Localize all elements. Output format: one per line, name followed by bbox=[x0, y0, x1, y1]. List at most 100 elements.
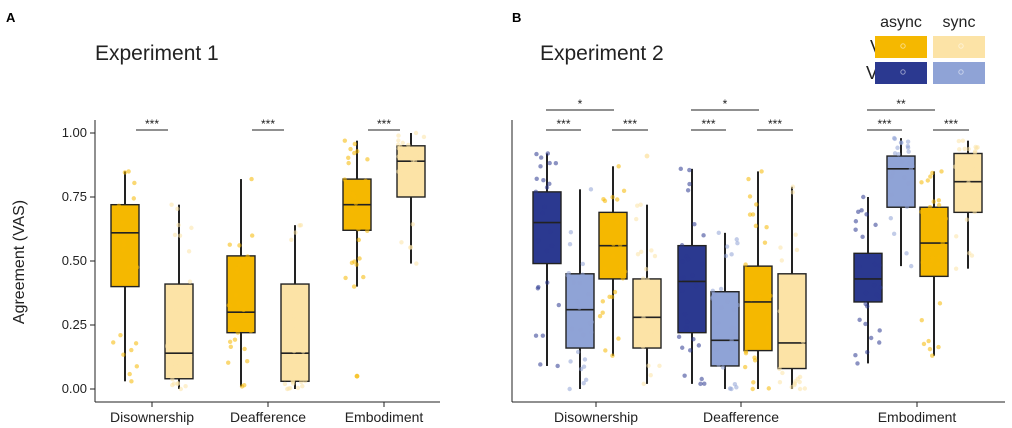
vt-async-disownership-point bbox=[621, 188, 627, 193]
vt-async-deafference-point bbox=[746, 329, 752, 335]
vm-sync-deafference-point bbox=[732, 382, 738, 387]
vt-sync-disownership-point bbox=[173, 307, 179, 312]
vm-async-disownership-point bbox=[535, 238, 541, 244]
vt-async-disownership-point bbox=[121, 242, 126, 248]
vt-sync-disownership-point bbox=[639, 249, 644, 255]
vt-async-deafference-point bbox=[747, 212, 753, 217]
vm-sync-deafference-point bbox=[733, 332, 738, 337]
vt-async-embodiment-point bbox=[350, 209, 355, 214]
vt-async-disownership-point bbox=[113, 238, 118, 243]
vm-async-disownership-point bbox=[545, 280, 550, 285]
vt-async-embodiment-point bbox=[925, 178, 931, 183]
vt-async-disownership-point bbox=[127, 371, 132, 377]
vm-async-deafference-point bbox=[687, 348, 693, 353]
vt-async-embodiment-point bbox=[919, 209, 924, 215]
vt-async-deafference-point bbox=[766, 386, 772, 391]
vm-sync-deafference-point bbox=[729, 338, 734, 343]
vm-sync-disownership-point bbox=[577, 280, 582, 286]
vt-async-embodiment-point bbox=[351, 284, 357, 289]
vt-async-deafference-point bbox=[238, 257, 243, 262]
vm-sync-deafference-point bbox=[710, 288, 716, 294]
vm-async-disownership-point bbox=[541, 178, 546, 183]
vt-sync-disownership-point bbox=[657, 363, 662, 369]
vt-sync-embodiment-point bbox=[973, 206, 978, 211]
vt-async-embodiment-point bbox=[936, 261, 941, 267]
vm-sync-disownership-point bbox=[567, 386, 572, 392]
vt-sync-deafference-point bbox=[290, 379, 296, 384]
vm-async-embodiment-point bbox=[863, 290, 869, 296]
vm-sync-embodiment-point bbox=[906, 181, 911, 186]
vt-async-deafference-point bbox=[749, 296, 754, 302]
significance-label: *** bbox=[556, 117, 570, 131]
vt-sync-deafference-point bbox=[297, 347, 303, 352]
vt-async-deafference-point bbox=[245, 254, 250, 259]
legend-swatch-dot bbox=[900, 69, 906, 75]
vm-sync-disownership-point bbox=[589, 330, 594, 335]
vt-async-deafference-point bbox=[759, 169, 764, 174]
vt-sync-disownership-point bbox=[642, 318, 648, 323]
vt-sync-deafference-point bbox=[291, 313, 297, 319]
vt-sync-disownership-box bbox=[164, 283, 194, 380]
vm-async-deafference-point bbox=[691, 337, 696, 342]
vt-async-embodiment-point bbox=[919, 180, 924, 185]
vm-sync-embodiment-point bbox=[904, 204, 910, 209]
y-tick-label: 0.75 bbox=[62, 189, 87, 204]
vt-sync-embodiment-point bbox=[954, 234, 959, 239]
vm-sync-embodiment-point bbox=[891, 231, 897, 237]
vm-async-deafference-point bbox=[683, 325, 689, 330]
vt-sync-embodiment-point bbox=[399, 240, 404, 245]
vm-async-embodiment-point bbox=[877, 328, 882, 333]
vt-sync-embodiment-point bbox=[957, 206, 962, 211]
vt-sync-deafference-point bbox=[285, 344, 291, 350]
vt-sync-deafference-point bbox=[282, 354, 287, 359]
vt-async-deafference-point bbox=[749, 280, 754, 285]
x-tick-label-disownership: Disownership bbox=[110, 409, 194, 425]
vt-async-embodiment-point bbox=[930, 255, 935, 260]
vt-async-embodiment-point bbox=[347, 190, 353, 195]
vt-sync-deafference-point bbox=[777, 366, 782, 371]
vt-sync-deafference-point bbox=[293, 230, 298, 235]
vt-sync-embodiment-point bbox=[964, 217, 970, 222]
vm-sync-embodiment-point bbox=[902, 200, 908, 206]
significance-label: *** bbox=[261, 117, 275, 131]
vm-sync-deafference-point bbox=[710, 296, 715, 301]
vt-async-embodiment-point bbox=[930, 170, 935, 176]
vm-async-disownership-point bbox=[556, 302, 562, 308]
vt-async-disownership-point bbox=[131, 196, 136, 201]
vm-sync-disownership-point bbox=[583, 377, 589, 383]
y-axis-title: Agreement (VAS) bbox=[11, 200, 28, 324]
vt-sync-deafference-point bbox=[792, 329, 797, 334]
vm-sync-deafference-point bbox=[729, 386, 734, 392]
significance-label: * bbox=[723, 97, 728, 111]
vm-sync-deafference-point bbox=[731, 307, 737, 313]
significance-label: *** bbox=[377, 117, 391, 131]
vt-sync-deafference-point bbox=[288, 370, 293, 375]
vt-sync-disownership-point bbox=[642, 283, 648, 288]
vt-async-deafference-point bbox=[227, 242, 232, 247]
vm-async-deafference-point bbox=[682, 312, 688, 317]
vm-sync-embodiment-point bbox=[899, 159, 905, 164]
y-tick-label: 0.50 bbox=[62, 253, 87, 268]
vm-async-deafference-point bbox=[682, 373, 687, 378]
legend-column-sync: sync bbox=[943, 14, 976, 31]
vt-async-deafference-point bbox=[230, 326, 236, 331]
vt-async-embodiment-point bbox=[355, 149, 360, 154]
vm-sync-embodiment-point bbox=[909, 263, 914, 269]
vm-sync-embodiment-point bbox=[905, 139, 911, 144]
vm-sync-disownership-point bbox=[568, 359, 573, 364]
vm-async-disownership-point bbox=[547, 181, 552, 187]
vm-sync-deafference-point bbox=[712, 292, 717, 297]
y-tick-label: 0.25 bbox=[62, 317, 87, 332]
vt-sync-disownership-point bbox=[175, 380, 181, 386]
vt-sync-deafference-point bbox=[298, 222, 304, 228]
vt-async-disownership-point bbox=[121, 248, 126, 253]
vt-sync-disownership-point bbox=[186, 249, 192, 254]
vt-async-disownership-point bbox=[600, 310, 605, 315]
vm-async-disownership-point bbox=[534, 176, 539, 181]
vt-async-embodiment-point bbox=[926, 250, 932, 255]
vt-async-deafference-box bbox=[743, 265, 773, 352]
vt-async-embodiment-point bbox=[353, 201, 359, 206]
vm-sync-deafference-point bbox=[718, 286, 724, 292]
vt-async-deafference-point bbox=[239, 384, 245, 389]
vt-async-disownership-point bbox=[610, 353, 615, 358]
